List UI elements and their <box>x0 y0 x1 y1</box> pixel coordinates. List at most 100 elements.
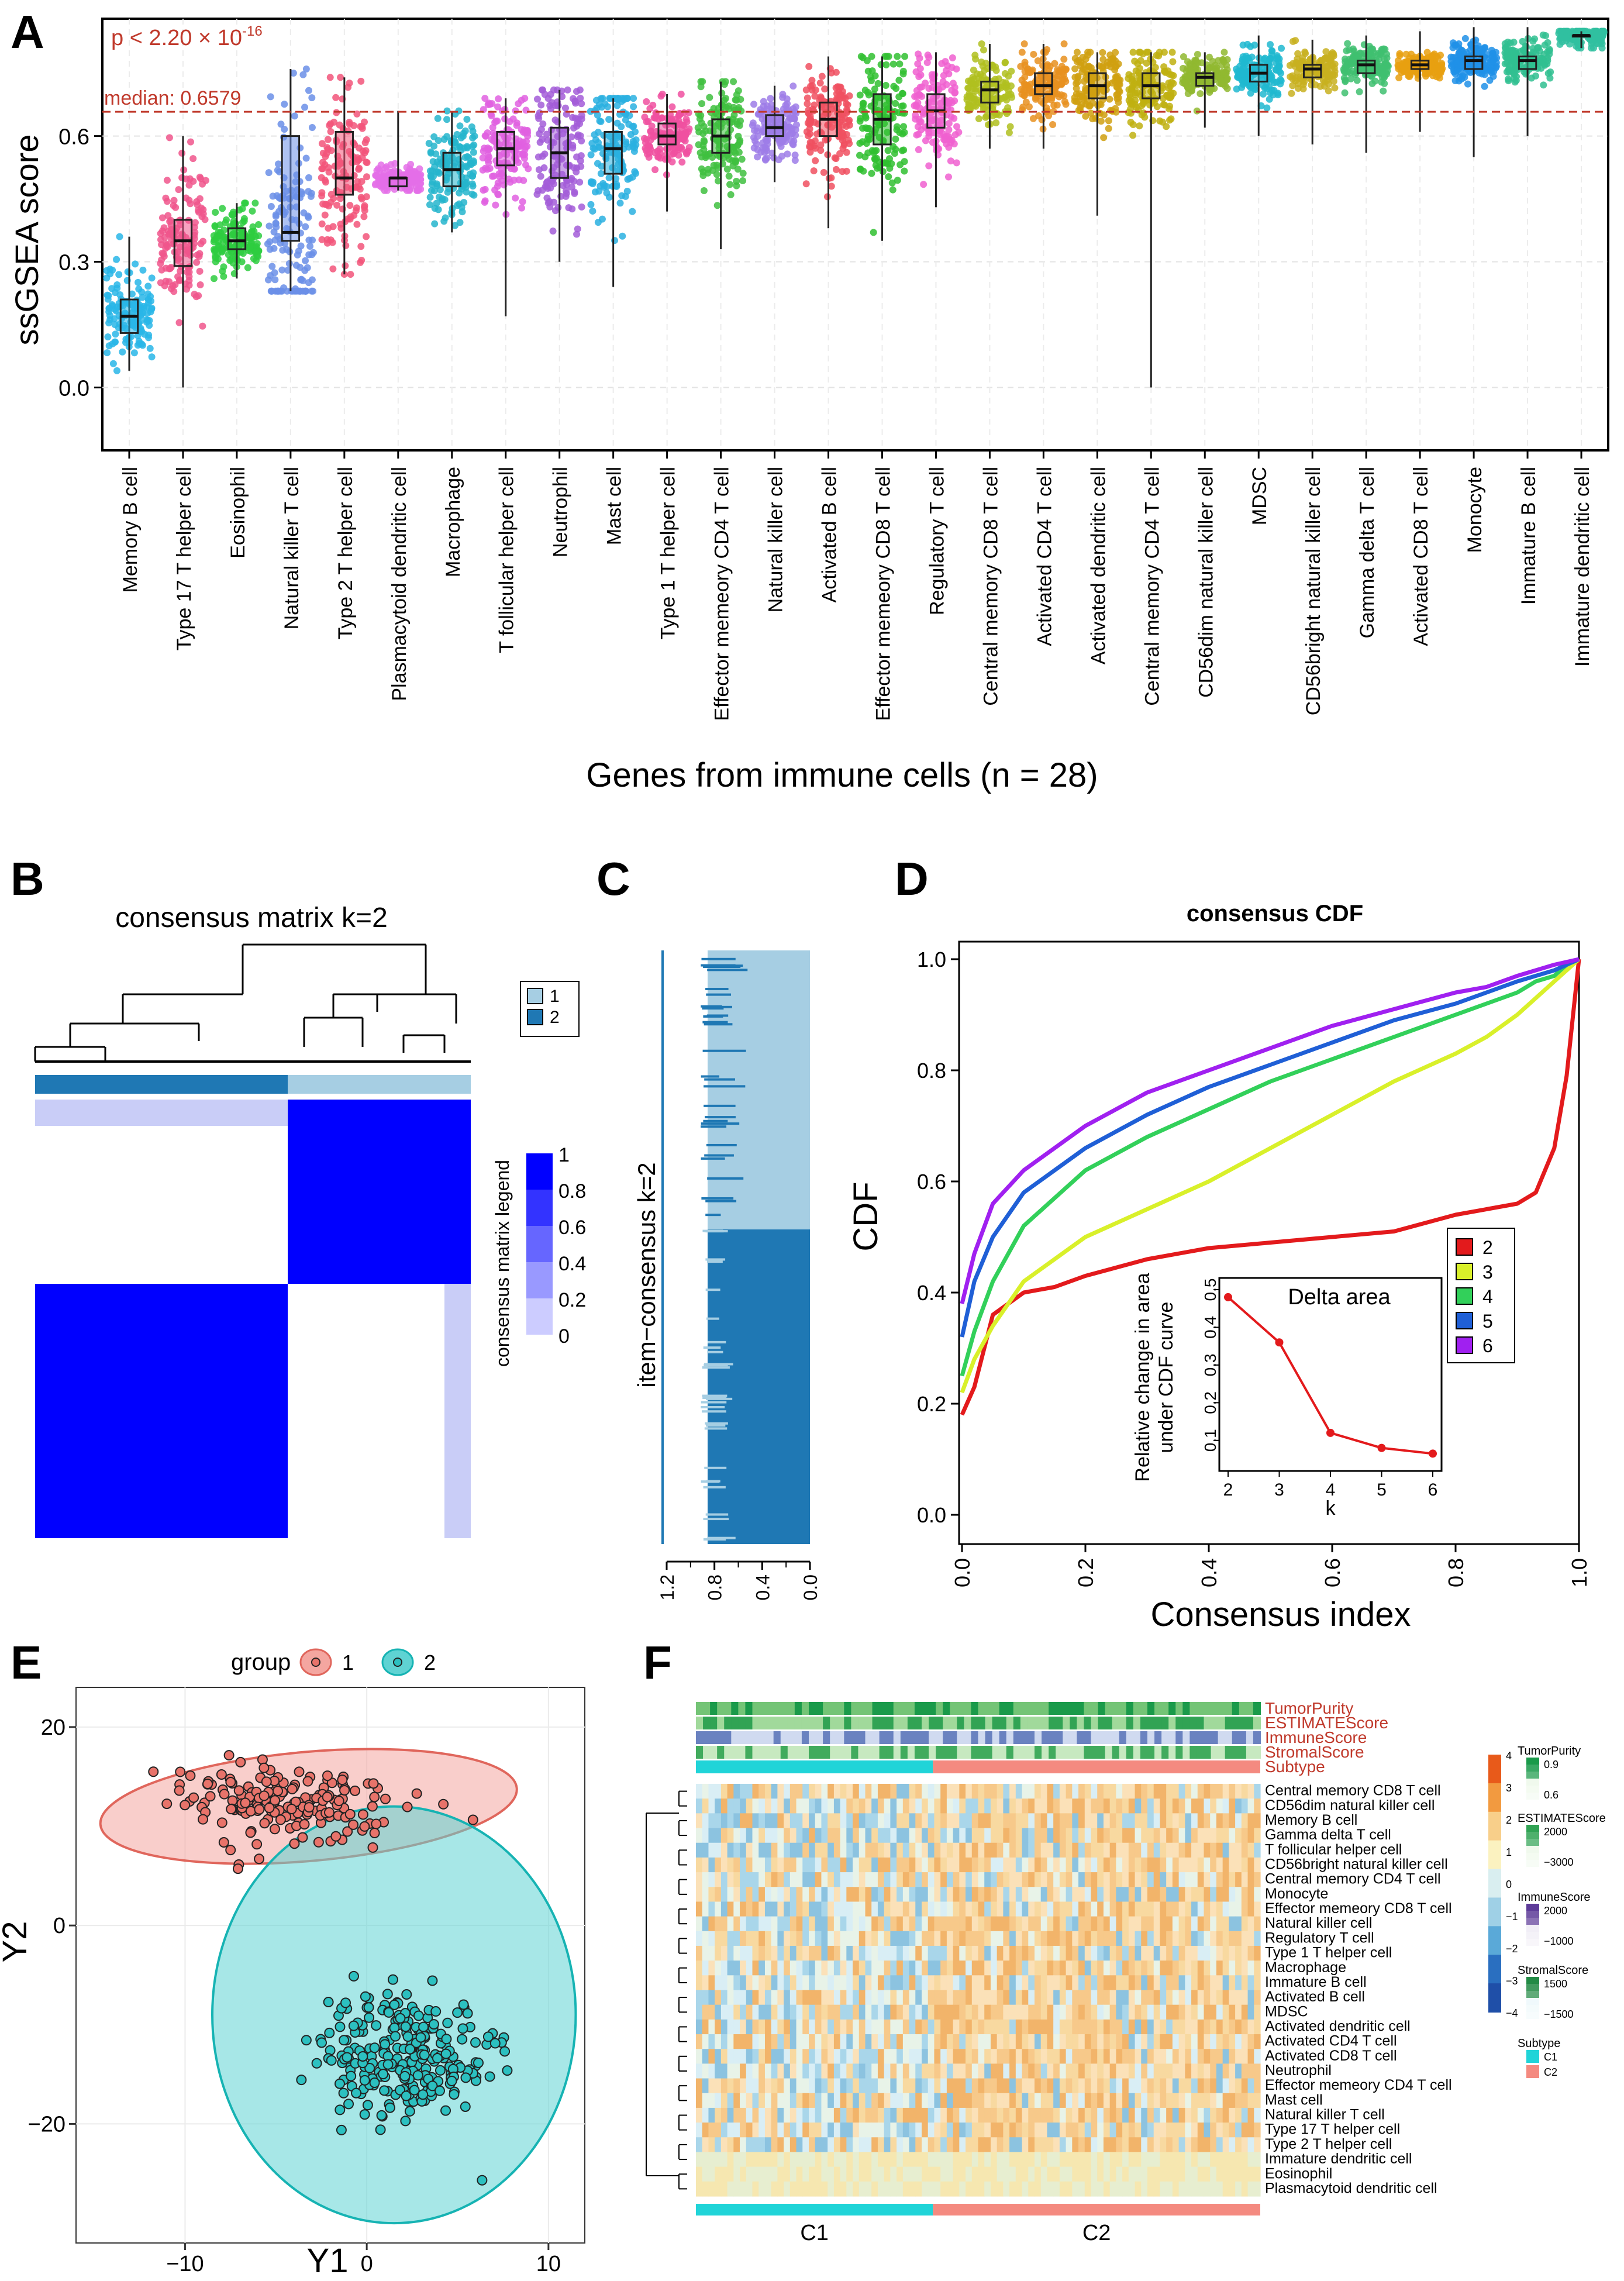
panel-a-point <box>683 118 691 126</box>
panel-d-ytick-label: 0.4 <box>917 1281 946 1305</box>
panel-a-point <box>216 221 224 229</box>
panel-a-point <box>759 144 767 151</box>
panel-d-xtick-label: 0.2 <box>1074 1558 1098 1587</box>
panel-a-point <box>111 315 118 323</box>
panel-a-point <box>975 115 982 122</box>
panel-a-point <box>574 133 581 140</box>
panel-a-point <box>557 192 565 200</box>
panel-a-point <box>1139 100 1147 108</box>
panel-e-point-group-1 <box>205 1791 216 1802</box>
panel-f-annotation-cell <box>823 1717 831 1729</box>
panel-f-annotation-cell <box>964 1717 972 1729</box>
panel-a-point <box>160 253 168 260</box>
panel-a-point <box>675 120 683 128</box>
panel-a-point <box>925 162 933 170</box>
panel-a-point <box>631 168 639 175</box>
panel-e-point-group-2 <box>357 2051 368 2062</box>
panel-f-annotation-cell <box>837 1731 845 1744</box>
panel-a-point <box>622 140 630 147</box>
panel-e-point-group-1 <box>261 1776 272 1787</box>
panel-a-point <box>1060 40 1068 47</box>
panel-a-point <box>271 276 279 284</box>
panel-f-annotation-cell <box>1126 1702 1134 1715</box>
panel-a-point <box>196 281 204 289</box>
panel-a-point <box>199 237 207 245</box>
panel-a-point <box>564 86 571 94</box>
panel-c-mixed-bar <box>704 1078 736 1081</box>
panel-f-annotation-cell <box>865 1702 873 1715</box>
panel-a-point <box>1539 56 1547 63</box>
panel-a-point <box>681 133 689 140</box>
panel-a-point <box>547 91 554 98</box>
panel-c-mixed-bar <box>701 1122 740 1125</box>
panel-a-point <box>569 144 577 152</box>
panel-a-point <box>1181 78 1188 86</box>
panel-a-point <box>272 220 280 228</box>
panel-label-c: C <box>596 853 630 905</box>
panel-a-point <box>435 170 443 177</box>
panel-a-point <box>144 299 152 307</box>
panel-a-point <box>1530 35 1538 43</box>
panel-a-point <box>189 155 197 163</box>
panel-a-point <box>832 84 840 92</box>
panel-a-point <box>342 262 349 270</box>
panel-a-point <box>925 132 933 140</box>
panel-f-annotation-cell <box>745 1731 753 1744</box>
panel-e-point-group-2 <box>484 2071 495 2082</box>
panel-a-point <box>899 67 907 75</box>
panel-a-point <box>1273 78 1281 86</box>
panel-e-point-group-1 <box>294 1766 305 1777</box>
panel-a-point <box>867 73 874 81</box>
panel-a-point <box>374 165 382 173</box>
panel-f-annotation-cell <box>858 1717 866 1729</box>
panel-a-point <box>1136 122 1143 130</box>
panel-a-point <box>619 232 626 240</box>
panel-e-point-group-1 <box>368 1778 379 1789</box>
panel-a-point <box>966 102 973 109</box>
panel-e-point-group-2 <box>364 2012 375 2023</box>
panel-b-block-cluster1 <box>288 1100 471 1284</box>
panel-f-annotation-cell <box>1042 1717 1050 1729</box>
panel-a-point <box>577 94 584 102</box>
panel-a-point <box>549 227 557 235</box>
panel-c-xtick-label: 0.4 <box>752 1574 773 1600</box>
panel-f-annotation-cell <box>1225 1717 1233 1729</box>
panel-a-point <box>1508 67 1516 75</box>
panel-c-mixed-bar <box>701 964 736 967</box>
panel-a-point <box>176 276 184 284</box>
panel-e-point-group-2 <box>380 2039 391 2050</box>
panel-f-annotation-cell <box>1161 1702 1170 1715</box>
panel-a-point <box>1056 68 1064 76</box>
panel-a-point <box>578 203 585 211</box>
panel-e-point-group-2 <box>430 2006 442 2017</box>
panel-a-point <box>411 168 419 175</box>
panel-a-point <box>252 257 260 264</box>
panel-a-point <box>1274 91 1282 99</box>
panel-f-annotation-cell <box>738 1717 746 1729</box>
panel-a-point <box>305 174 313 181</box>
panel-a-point <box>949 54 956 61</box>
panel-b-cluster-legend-swatch <box>527 1009 543 1025</box>
panel-a-xtick-label: CD56bright natural killer cell <box>1302 467 1325 715</box>
panel-e-point-group-2 <box>449 2089 460 2100</box>
panel-e-point-group-1 <box>254 1804 265 1815</box>
panel-e-point-group-2 <box>351 2087 362 2099</box>
panel-a-point <box>915 130 922 138</box>
panel-f-annotation-cell <box>787 1702 795 1715</box>
panel-f-annotation-cell <box>1218 1717 1226 1729</box>
panel-e-point-group-2 <box>427 1975 438 1986</box>
panel-e-point-group-2 <box>400 2115 411 2127</box>
panel-a-point <box>212 258 219 266</box>
panel-f-annotation-cell <box>1049 1717 1057 1729</box>
panel-f-annotation-cell <box>752 1717 760 1729</box>
panel-a-point <box>163 242 171 249</box>
panel-f-annotation-cell <box>1189 1702 1198 1715</box>
panel-a-point <box>158 227 166 235</box>
panel-e-point-group-2 <box>369 2042 380 2053</box>
panel-f-annotation-cell <box>978 1717 986 1729</box>
panel-a-point <box>992 119 1000 127</box>
panel-a-point <box>577 152 585 160</box>
panel-a-point <box>146 344 154 352</box>
panel-a-point <box>135 278 142 286</box>
